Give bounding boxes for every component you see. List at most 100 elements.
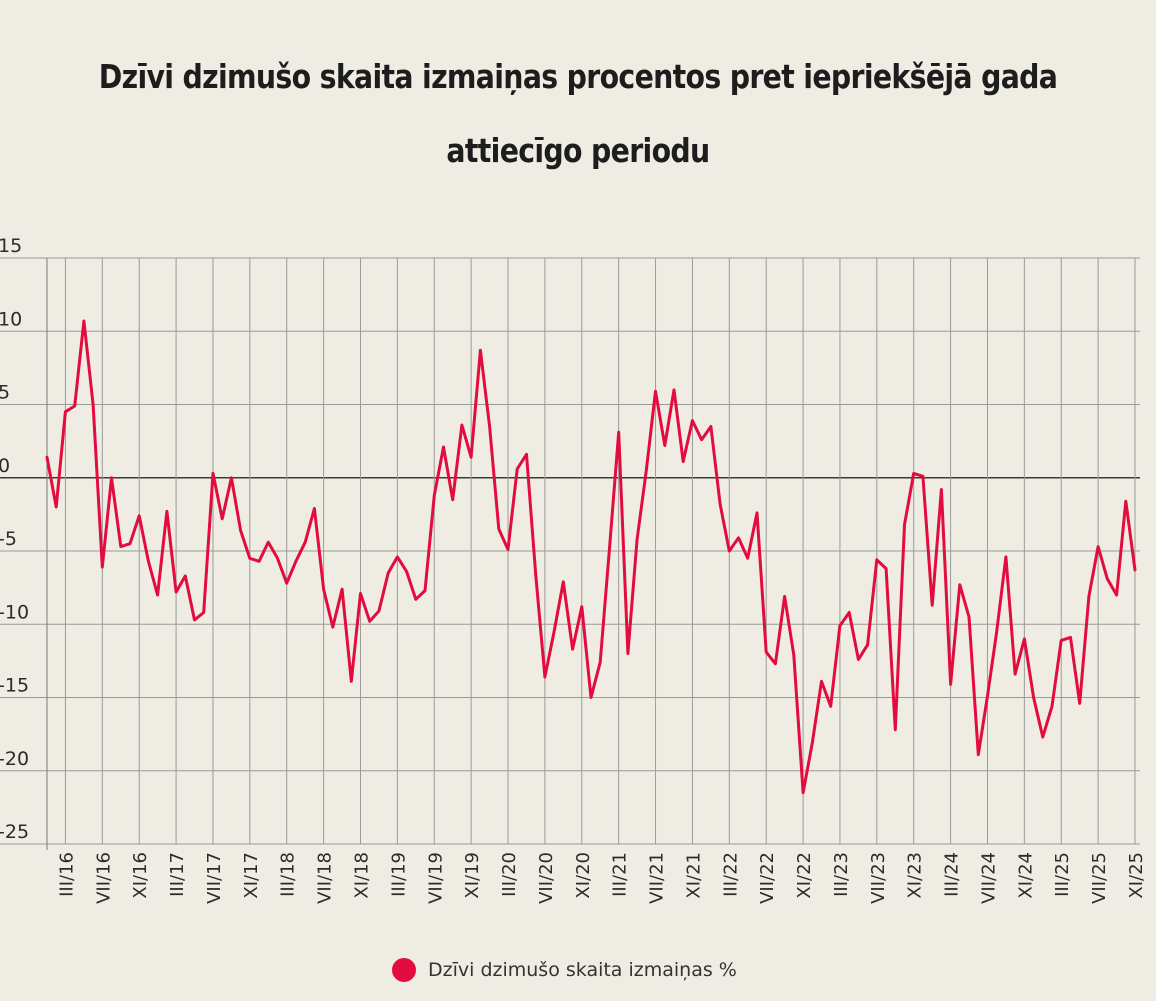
data-point[interactable] [615, 428, 623, 436]
data-point[interactable] [1020, 635, 1028, 643]
data-point[interactable] [679, 458, 687, 466]
data-point[interactable] [596, 658, 604, 666]
data-point[interactable] [1103, 575, 1111, 583]
data-point[interactable] [698, 436, 706, 444]
legend[interactable]: Dzīvi dzimušo skaita izmaiņas % [392, 955, 737, 985]
data-point[interactable] [61, 408, 69, 416]
data-point[interactable] [172, 588, 180, 596]
data-point[interactable] [642, 466, 650, 474]
data-point[interactable] [421, 587, 429, 595]
data-point[interactable] [624, 650, 632, 658]
data-point[interactable] [523, 450, 531, 458]
data-point[interactable] [384, 569, 392, 577]
data-point[interactable] [209, 469, 217, 477]
data-point[interactable] [937, 486, 945, 494]
data-point[interactable] [818, 677, 826, 685]
data-point[interactable] [891, 726, 899, 734]
data-point[interactable] [310, 505, 318, 513]
data-point[interactable] [218, 515, 226, 523]
data-point[interactable] [237, 527, 245, 535]
data-point[interactable] [144, 557, 152, 565]
data-point[interactable] [633, 535, 641, 543]
data-point[interactable] [513, 465, 521, 473]
data-point[interactable] [1030, 694, 1038, 702]
data-point[interactable] [541, 673, 549, 681]
data-point[interactable] [910, 469, 918, 477]
data-point[interactable] [375, 607, 383, 615]
data-point[interactable] [1048, 702, 1056, 710]
data-point[interactable] [117, 543, 125, 551]
data-point[interactable] [873, 556, 881, 564]
data-point[interactable] [108, 474, 116, 482]
data-point[interactable] [771, 660, 779, 668]
data-point[interactable] [928, 601, 936, 609]
data-point[interactable] [274, 554, 282, 562]
data-point[interactable] [984, 692, 992, 700]
data-point[interactable] [550, 628, 558, 636]
data-point[interactable] [467, 453, 475, 461]
data-point[interactable] [901, 521, 909, 529]
data-point[interactable] [725, 547, 733, 555]
data-point[interactable] [1039, 733, 1047, 741]
data-point[interactable] [854, 655, 862, 663]
data-point[interactable] [790, 651, 798, 659]
data-point[interactable] [652, 387, 660, 395]
data-point[interactable] [246, 554, 254, 562]
data-point[interactable] [1067, 633, 1075, 641]
data-point[interactable] [126, 540, 134, 548]
data-point[interactable] [1076, 699, 1084, 707]
data-point[interactable] [430, 491, 438, 499]
data-point[interactable] [495, 525, 503, 533]
data-point[interactable] [89, 401, 97, 409]
data-point[interactable] [532, 570, 540, 578]
data-point[interactable] [882, 565, 890, 573]
data-point[interactable] [52, 503, 60, 511]
data-point[interactable] [283, 579, 291, 587]
data-point[interactable] [1011, 670, 1019, 678]
data-point[interactable] [956, 581, 964, 589]
data-point[interactable] [1122, 497, 1130, 505]
data-point[interactable] [716, 500, 724, 508]
data-point[interactable] [264, 538, 272, 546]
data-point[interactable] [320, 585, 328, 593]
data-point[interactable] [587, 694, 595, 702]
data-point[interactable] [559, 578, 567, 586]
data-point[interactable] [1002, 553, 1010, 561]
data-point[interactable] [181, 572, 189, 580]
data-point[interactable] [449, 496, 457, 504]
data-point[interactable] [338, 585, 346, 593]
data-point[interactable] [735, 534, 743, 542]
data-point[interactable] [1085, 592, 1093, 600]
data-point[interactable] [993, 628, 1001, 636]
data-point[interactable] [347, 677, 355, 685]
data-point[interactable] [476, 346, 484, 354]
data-point[interactable] [974, 751, 982, 759]
data-point[interactable] [393, 553, 401, 561]
data-point[interactable] [864, 641, 872, 649]
data-point[interactable] [1094, 543, 1102, 551]
data-point[interactable] [965, 613, 973, 621]
data-point[interactable] [762, 648, 770, 656]
data-point[interactable] [661, 442, 669, 450]
data-point[interactable] [578, 603, 586, 611]
data-point[interactable] [458, 421, 466, 429]
data-point[interactable] [412, 595, 420, 603]
data-point[interactable] [504, 546, 512, 554]
data-point[interactable] [366, 617, 374, 625]
data-point[interactable] [845, 609, 853, 617]
data-point[interactable] [808, 739, 816, 747]
data-point[interactable] [403, 568, 411, 576]
data-point[interactable] [71, 402, 79, 410]
data-point[interactable] [191, 616, 199, 624]
data-point[interactable] [799, 789, 807, 797]
data-point[interactable] [947, 680, 955, 688]
data-point[interactable] [1113, 591, 1121, 599]
data-point[interactable] [329, 623, 337, 631]
data-point[interactable] [301, 538, 309, 546]
data-point[interactable] [836, 622, 844, 630]
data-point[interactable] [98, 563, 106, 571]
data-point[interactable] [486, 423, 494, 431]
data-point[interactable] [688, 417, 696, 425]
data-point[interactable] [227, 474, 235, 482]
data-point[interactable] [135, 512, 143, 520]
